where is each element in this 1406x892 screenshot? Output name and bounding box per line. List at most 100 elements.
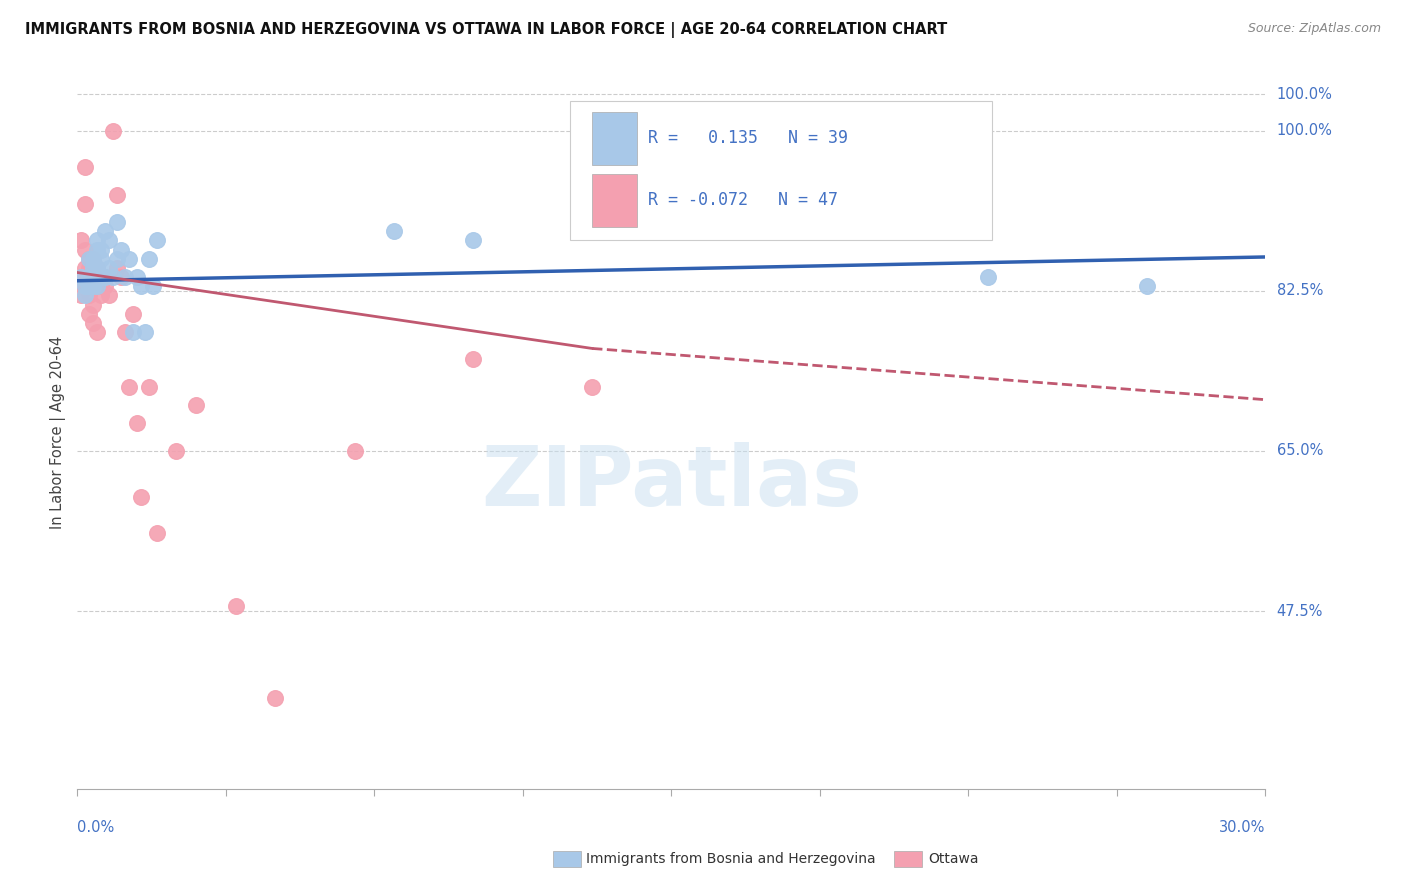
Point (70, 288, 93, 302)
Point (90, 270, 112, 285)
Point (142, 279, 165, 293)
Point (82, 316, 104, 330)
Point (138, 380, 160, 394)
Point (75, 197, 97, 211)
Text: Ottawa: Ottawa (928, 852, 979, 866)
Point (90, 252, 112, 266)
Point (110, 243, 132, 257)
Point (82, 252, 104, 266)
Point (129, 279, 152, 293)
Text: 100.0%: 100.0% (1277, 123, 1333, 138)
Point (138, 252, 160, 266)
Point (977, 270, 1000, 285)
Point (94, 224, 117, 238)
FancyBboxPatch shape (592, 174, 637, 227)
Point (90, 279, 112, 293)
Point (98, 234, 121, 248)
Point (118, 252, 141, 266)
Point (77, 252, 100, 266)
Text: 82.5%: 82.5% (1277, 284, 1323, 298)
Point (382, 224, 405, 238)
Point (740, 206, 762, 220)
Text: IMMIGRANTS FROM BOSNIA AND HERZEGOVINA VS OTTAWA IN LABOR FORCE | AGE 20-64 CORR: IMMIGRANTS FROM BOSNIA AND HERZEGOVINA V… (25, 22, 948, 38)
Point (90, 288, 112, 302)
Point (77, 270, 100, 285)
Point (90, 243, 112, 257)
Point (121, 325, 143, 339)
Point (105, 215, 128, 229)
Point (70, 270, 93, 285)
Point (82, 252, 104, 266)
Point (94, 270, 117, 285)
Point (77, 252, 100, 266)
Point (105, 260, 128, 275)
Point (86, 260, 108, 275)
Point (70, 234, 93, 248)
Point (75, 270, 97, 285)
Point (77, 288, 100, 302)
Point (77, 307, 100, 321)
Text: 47.5%: 47.5% (1277, 604, 1323, 618)
Point (114, 325, 136, 339)
Point (125, 417, 148, 431)
Point (82, 260, 104, 275)
Point (77, 270, 100, 285)
FancyBboxPatch shape (571, 101, 993, 240)
Point (343, 444, 366, 458)
Point (77, 260, 100, 275)
Point (145, 526, 167, 541)
Point (77, 279, 100, 293)
Point (86, 260, 108, 275)
Point (581, 380, 603, 394)
Point (463, 352, 485, 367)
Point (94, 270, 117, 285)
Point (75, 260, 97, 275)
Text: 0.0%: 0.0% (77, 820, 114, 835)
Point (75, 161, 97, 175)
Point (82, 297, 104, 311)
Point (75, 279, 97, 293)
Point (86, 279, 108, 293)
Point (134, 325, 156, 339)
Point (264, 690, 287, 705)
Point (114, 270, 136, 285)
Point (90, 270, 112, 285)
Point (98, 288, 121, 302)
Point (118, 380, 141, 394)
Point (105, 187, 128, 202)
Point (82, 260, 104, 275)
Point (82, 279, 104, 293)
Point (86, 234, 108, 248)
Text: Immigrants from Bosnia and Herzegovina: Immigrants from Bosnia and Herzegovina (586, 852, 876, 866)
Point (105, 252, 128, 266)
Point (165, 444, 187, 458)
Text: 30.0%: 30.0% (1219, 820, 1265, 835)
Point (82, 270, 104, 285)
Text: 65.0%: 65.0% (1277, 443, 1323, 458)
Point (82, 270, 104, 285)
Point (75, 279, 97, 293)
Point (75, 288, 97, 302)
Point (77, 279, 100, 293)
Point (70, 270, 93, 285)
Text: ZIPatlas: ZIPatlas (481, 442, 862, 523)
FancyBboxPatch shape (592, 112, 637, 165)
Text: R = -0.072   N = 47: R = -0.072 N = 47 (648, 191, 838, 209)
Point (86, 279, 108, 293)
Point (125, 270, 148, 285)
Point (94, 279, 117, 293)
Text: R =   0.135   N = 39: R = 0.135 N = 39 (648, 129, 848, 147)
Point (101, 124, 124, 138)
Text: 100.0%: 100.0% (1277, 87, 1333, 102)
Point (145, 234, 167, 248)
Text: Source: ZipAtlas.com: Source: ZipAtlas.com (1247, 22, 1381, 36)
Point (98, 260, 121, 275)
Point (1136, 279, 1159, 293)
Point (121, 307, 143, 321)
Point (186, 398, 208, 412)
Point (101, 270, 124, 285)
Point (86, 325, 108, 339)
Point (110, 270, 132, 285)
Point (129, 490, 152, 504)
Y-axis label: In Labor Force | Age 20-64: In Labor Force | Age 20-64 (51, 336, 66, 529)
